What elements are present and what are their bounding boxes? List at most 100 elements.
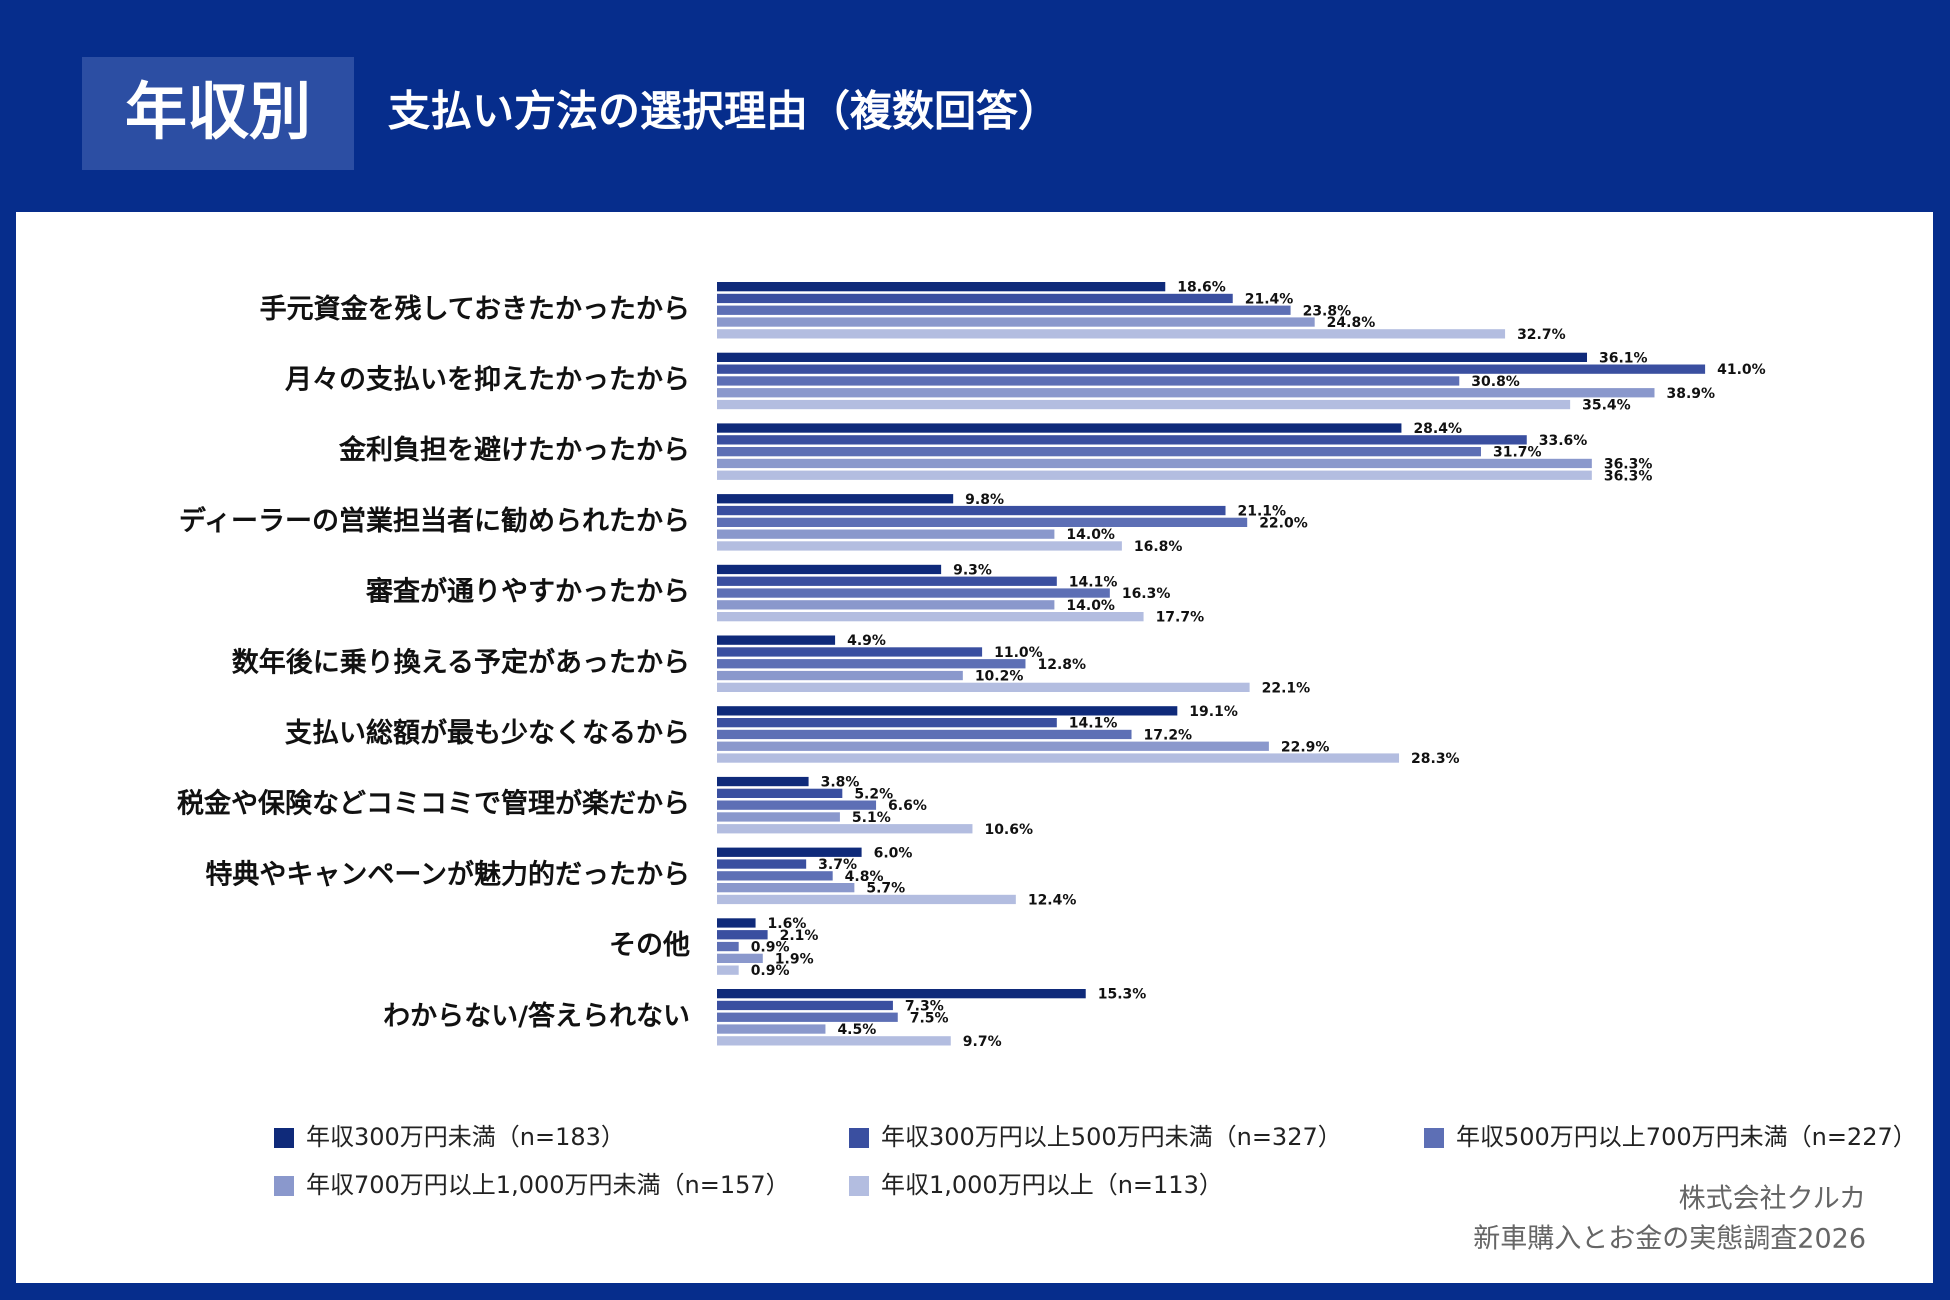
bar xyxy=(717,423,1402,433)
value-label: 14.0% xyxy=(1066,527,1115,543)
bar xyxy=(717,965,739,975)
bar xyxy=(717,635,836,645)
legend-label: 年収500万円以上700万円未満（n=227） xyxy=(1456,1123,1917,1151)
value-label: 22.1% xyxy=(1262,680,1311,696)
bar xyxy=(717,435,1527,445)
bar xyxy=(717,883,855,893)
value-label: 33.6% xyxy=(1539,433,1588,449)
value-label: 28.4% xyxy=(1413,421,1462,437)
category-label: 審査が通りやすかったから xyxy=(365,576,690,608)
category-label: 月々の支払いを抑えたかったから xyxy=(284,364,690,395)
value-label: 4.9% xyxy=(847,633,886,649)
value-label: 4.5% xyxy=(837,1022,876,1038)
category-label: 税金や保険などコミコミで管理が楽だから xyxy=(177,788,690,820)
value-label: 7.5% xyxy=(910,1010,949,1026)
legend-swatch xyxy=(1424,1128,1444,1148)
value-label: 22.0% xyxy=(1259,515,1308,531)
value-label: 18.6% xyxy=(1177,280,1226,296)
value-label: 21.4% xyxy=(1245,291,1294,307)
bar xyxy=(717,682,1250,692)
value-label: 17.2% xyxy=(1144,727,1193,743)
legend-label: 年収700万円以上1,000万円未満（n=157） xyxy=(306,1171,790,1199)
bar xyxy=(717,588,1110,598)
value-label: 5.2% xyxy=(854,786,893,802)
value-label: 22.9% xyxy=(1281,739,1330,755)
value-label: 10.6% xyxy=(984,822,1033,838)
value-label: 1.9% xyxy=(775,951,814,967)
bar xyxy=(717,824,973,834)
value-label: 1.6% xyxy=(768,916,807,932)
bar xyxy=(717,1024,826,1034)
bar xyxy=(717,517,1248,527)
legend-label: 年収1,000万円以上（n=113） xyxy=(881,1171,1223,1199)
bar xyxy=(717,282,1166,292)
header-title: 支払い方法の選択理由（複数回答） xyxy=(388,87,1060,136)
value-label: 6.0% xyxy=(874,845,913,861)
bar xyxy=(717,494,954,504)
bar xyxy=(717,812,840,822)
bar xyxy=(717,847,862,857)
value-label: 3.7% xyxy=(818,857,857,873)
bar xyxy=(717,399,1571,410)
value-label: 23.8% xyxy=(1303,303,1352,319)
bar xyxy=(717,930,768,940)
bar xyxy=(717,788,843,798)
source: 株式会社クルカ xyxy=(1679,1184,1866,1215)
bar xyxy=(717,918,756,928)
category-label: 手元資金を残しておきたかったから xyxy=(260,293,690,325)
bar xyxy=(717,659,1026,669)
bar xyxy=(717,576,1057,586)
legend-label: 年収300万円以上500万円未満（n=327） xyxy=(881,1123,1342,1151)
category-label: その他 xyxy=(609,930,690,961)
value-label: 12.4% xyxy=(1028,892,1077,908)
value-label: 38.9% xyxy=(1666,386,1715,402)
bar xyxy=(717,718,1057,728)
bar xyxy=(717,612,1144,622)
category-label: 支払い総額が最も少なくなるから xyxy=(285,717,690,749)
bar xyxy=(717,647,983,657)
bar xyxy=(717,529,1055,539)
value-label: 7.3% xyxy=(905,998,944,1014)
bar xyxy=(717,352,1588,362)
bar xyxy=(717,458,1592,469)
value-label: 6.6% xyxy=(888,798,927,814)
value-label: 14.1% xyxy=(1069,574,1118,590)
bar xyxy=(717,989,1086,999)
bar xyxy=(717,447,1481,457)
bar xyxy=(717,776,809,787)
value-label: 32.7% xyxy=(1517,327,1566,343)
legend-swatch xyxy=(849,1128,869,1148)
value-label: 16.3% xyxy=(1122,586,1171,602)
legend-swatch xyxy=(274,1128,294,1148)
tag-box xyxy=(82,57,354,170)
value-label: 9.8% xyxy=(965,492,1004,508)
value-label: 0.9% xyxy=(751,940,790,956)
bar xyxy=(717,293,1233,304)
value-label: 21.1% xyxy=(1238,504,1287,520)
bar xyxy=(717,329,1506,339)
value-label: 10.2% xyxy=(975,669,1024,685)
value-label: 19.1% xyxy=(1189,704,1238,720)
bar xyxy=(717,1012,898,1022)
bar xyxy=(717,941,739,952)
value-label: 30.8% xyxy=(1471,374,1520,390)
bar xyxy=(717,753,1400,763)
value-label: 24.8% xyxy=(1327,315,1376,331)
bar xyxy=(717,305,1291,315)
value-label: 5.1% xyxy=(852,810,891,826)
bar xyxy=(717,871,833,881)
category-label: 金利負担を避けたかったから xyxy=(338,434,690,466)
category-label: わからない/答えられない xyxy=(383,1000,690,1032)
category-label: 特典やキャンペーンが魅力的だったから xyxy=(205,858,690,890)
value-label: 15.3% xyxy=(1098,987,1147,1003)
bar xyxy=(717,388,1655,398)
value-label: 35.4% xyxy=(1582,398,1631,414)
value-label: 12.8% xyxy=(1037,657,1086,673)
source: 新車購入とお金の実態調査2026 xyxy=(1473,1224,1866,1255)
bar xyxy=(717,800,877,810)
bar xyxy=(717,670,963,681)
legend-swatch xyxy=(849,1176,869,1196)
legend-swatch xyxy=(274,1176,294,1196)
category-label: ディーラーの営業担当者に勧められたから xyxy=(179,505,690,537)
